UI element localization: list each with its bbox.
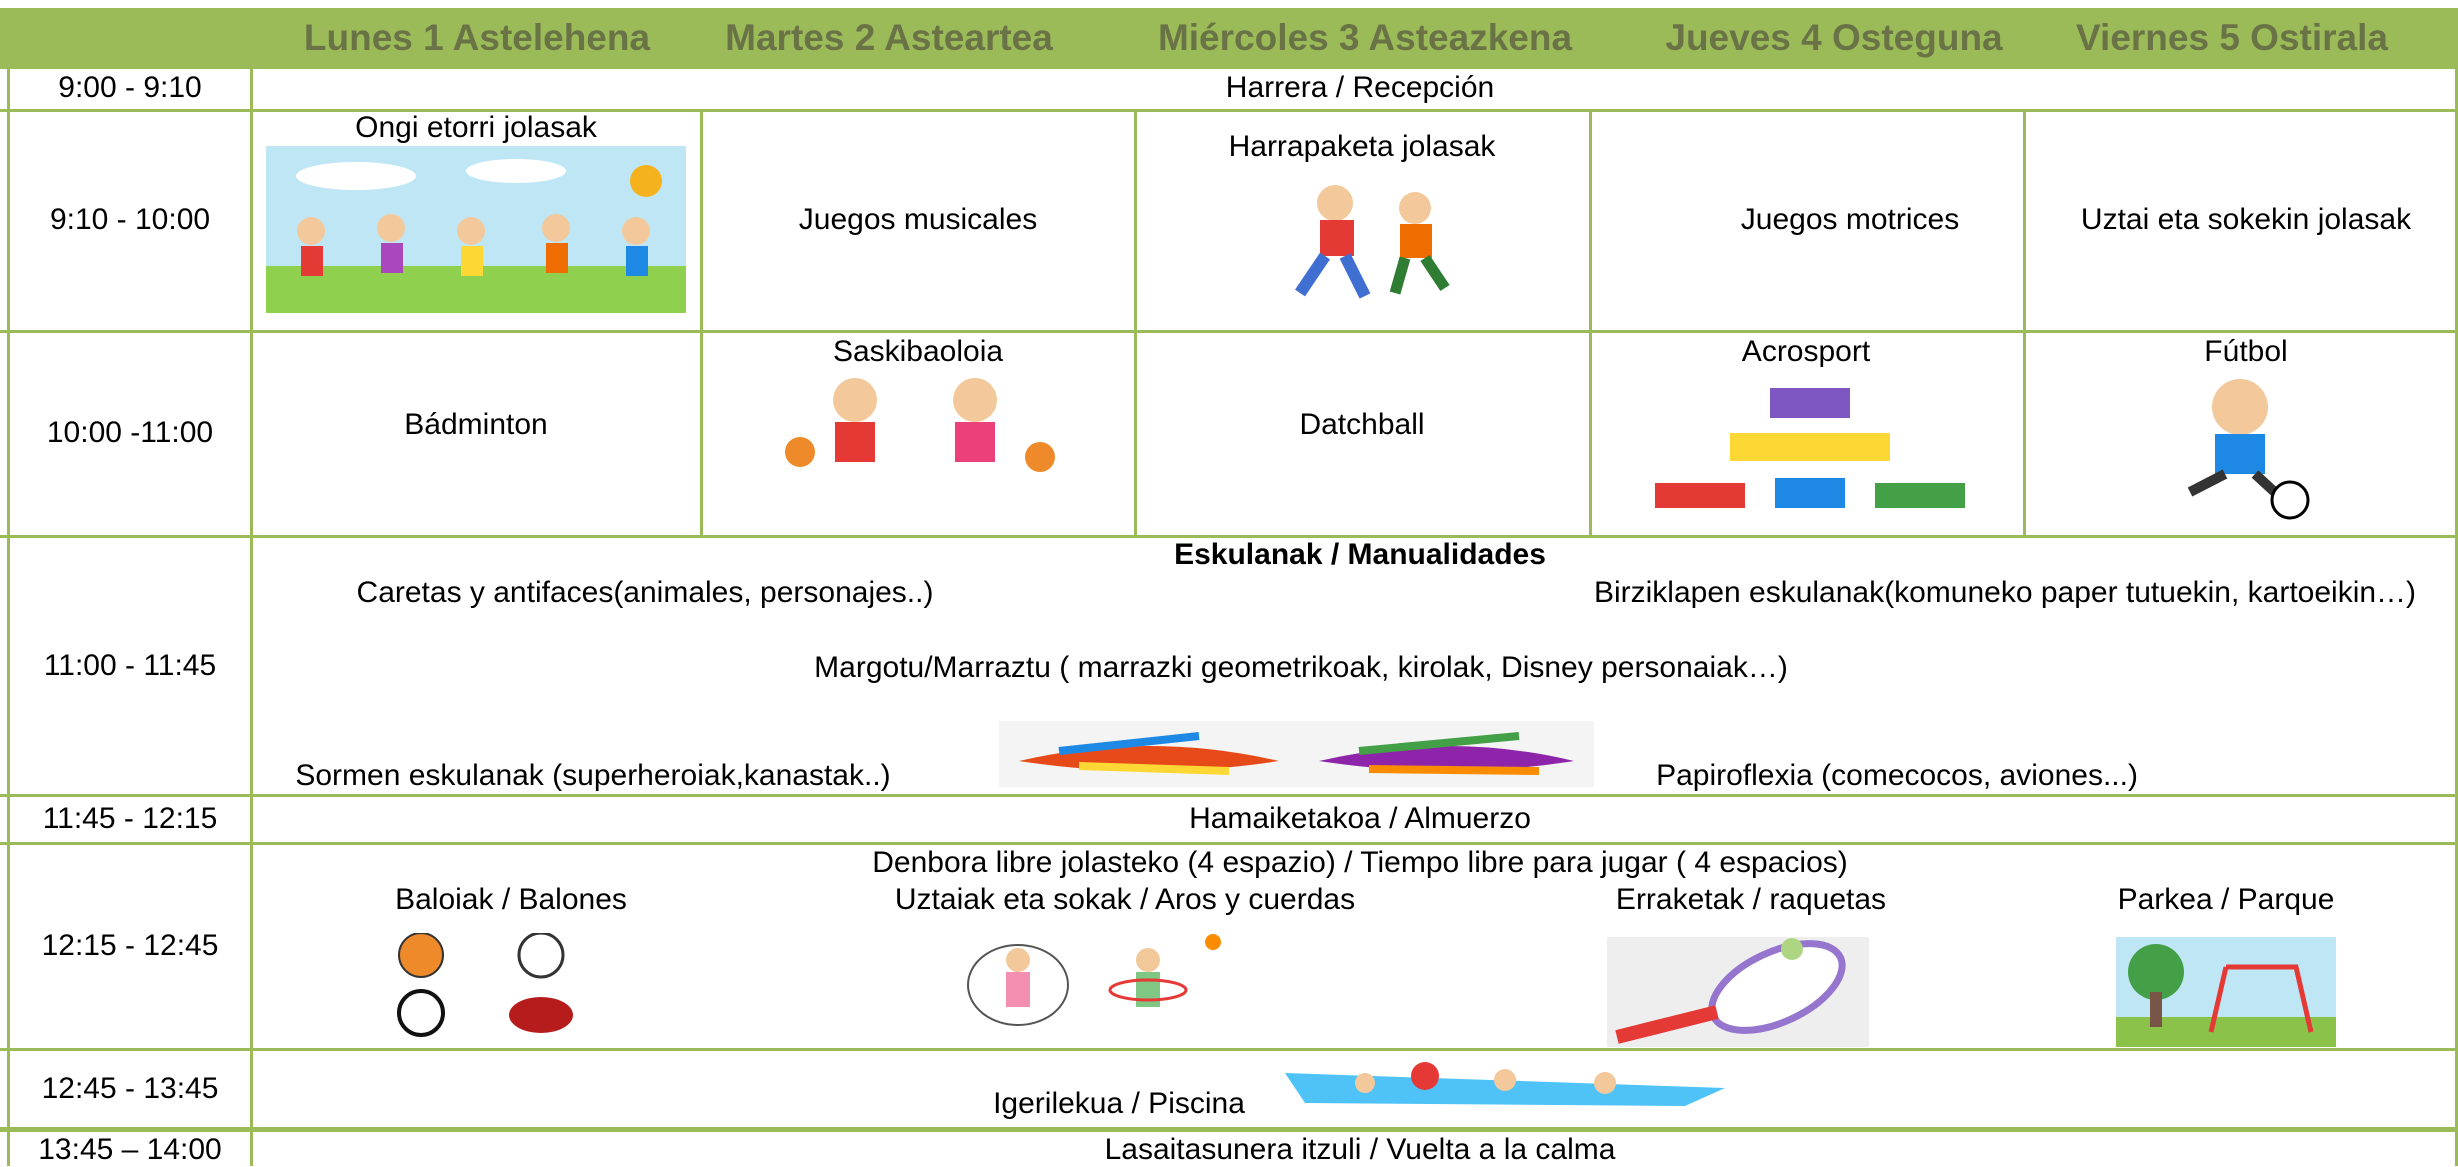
activity: Ongi etorri jolasak <box>355 111 597 144</box>
basketball-image <box>785 378 1055 472</box>
col-line <box>7 67 10 1166</box>
activity: Margotu/Marraztu ( marrazki geometrikoak… <box>814 651 1788 684</box>
day-header: Martes 2 Asteartea <box>725 17 1053 58</box>
col-line <box>250 8 253 1166</box>
activity: Lasaitasunera itzuli / Vuelta a la calma <box>1104 1133 1616 1166</box>
acrosport-image <box>1655 388 1965 508</box>
chase-image <box>1295 185 1450 299</box>
row-line <box>0 535 2458 538</box>
col-line <box>2023 110 2026 536</box>
balls-image <box>397 933 573 1037</box>
time: 12:45 - 13:45 <box>41 1072 219 1105</box>
time: 9:10 - 10:00 <box>49 203 211 236</box>
activity: Sormen eskulanak (superheroiak,kanastak.… <box>295 759 891 792</box>
time: 11:45 - 12:15 <box>42 802 218 835</box>
activity: Datchball <box>1299 408 1425 441</box>
activity: Igerilekua / Piscina <box>993 1087 1245 1120</box>
racket-image <box>1607 937 1869 1047</box>
time: 9:00 - 9:10 <box>58 71 202 104</box>
time: 12:15 - 12:45 <box>41 929 219 962</box>
activity: Juegos motrices <box>1740 203 1960 236</box>
col-line <box>1589 110 1592 536</box>
row-line <box>0 109 2458 112</box>
activity: Saskibaoloia <box>832 335 1004 368</box>
day-header: Lunes 1 Astelehena <box>303 17 651 58</box>
row-line <box>0 842 2458 845</box>
activity: Bádminton <box>404 408 548 441</box>
row-line <box>0 330 2458 333</box>
time: 10:00 -11:00 <box>46 416 214 449</box>
day-header: Jueves 4 Osteguna <box>1665 17 2003 58</box>
row-line <box>0 1127 2458 1132</box>
header-bar <box>0 8 2458 67</box>
row-line <box>0 1048 2458 1051</box>
col-line <box>1134 110 1137 536</box>
time: 13:45 – 14:00 <box>38 1133 222 1166</box>
hands-image <box>999 721 1594 787</box>
activity: Uztaiak eta sokak / Aros y cuerdas <box>894 883 1356 916</box>
pool-image <box>1285 1062 1725 1106</box>
day-header: Miércoles 3 Asteazkena <box>1157 17 1573 58</box>
activity: Papiroflexia (comecocos, aviones...) <box>1656 759 2138 792</box>
block-title: Denbora libre jolasteko (4 espazio) / Ti… <box>872 846 1848 879</box>
football-image <box>2187 379 2310 520</box>
time: 11:00 - 11:45 <box>43 649 217 682</box>
activity: Baloiak / Balones <box>395 883 627 916</box>
activity: Birziklapen eskulanak(komuneko paper tut… <box>1593 576 2417 609</box>
activity: Acrosport <box>1741 335 1871 368</box>
activity: Erraketak / raquetas <box>1615 883 1887 916</box>
activity: Caretas y antifaces(animales, personajes… <box>356 576 934 609</box>
kids-image <box>266 146 686 313</box>
activity: Juegos musicales <box>798 203 1038 236</box>
activity: Fútbol <box>2204 335 2288 368</box>
col-line <box>700 110 703 536</box>
activity: Parkea / Parque <box>2117 883 2335 916</box>
row-line <box>0 794 2458 797</box>
row-line <box>0 66 2458 69</box>
activity: Uztai eta sokekin jolasak <box>2080 203 2412 236</box>
activity: Harrera / Recepción <box>1225 71 1495 104</box>
hoops-image <box>967 934 1221 1026</box>
activity: Hamaiketakoa / Almuerzo <box>1189 802 1531 835</box>
park-image <box>2116 937 2336 1047</box>
block-title: Eskulanak / Manualidades <box>1174 538 1546 571</box>
activity: Harrapaketa jolasak <box>1228 130 1496 163</box>
day-header: Viernes 5 Ostirala <box>2076 17 2388 58</box>
col-line <box>2455 67 2458 1166</box>
